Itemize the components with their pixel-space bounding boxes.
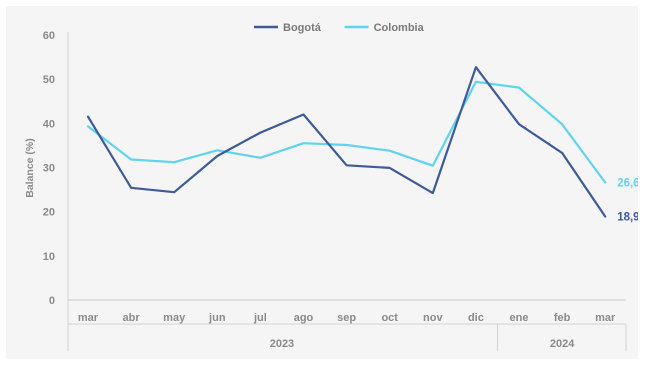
x-tick-label: mar <box>595 312 616 324</box>
legend-label: Colombia <box>374 22 425 34</box>
series-line <box>86 66 607 218</box>
year-groups: 2023 2024 <box>270 338 576 350</box>
x-tick-label: ene <box>510 312 529 324</box>
legend-label: Bogotá <box>283 22 322 34</box>
x-tick-label: may <box>163 312 186 324</box>
end-value-label: 26,6 <box>617 178 638 190</box>
x-tick-label: nov <box>423 312 443 324</box>
year-group-label: 2024 <box>550 338 575 350</box>
x-tick-label: sep <box>337 312 356 324</box>
y-tick-label: 20 <box>43 207 55 219</box>
x-tick-label: jul <box>253 312 267 324</box>
chart-frame: 0 10 20 30 40 50 60 mar abr may jun jul ago sep oct no… <box>6 6 638 359</box>
y-axis-ticks: 0 10 20 30 40 50 60 <box>43 30 55 307</box>
y-tick-label: 50 <box>43 74 55 86</box>
axes <box>67 32 627 351</box>
line-chart: 0 10 20 30 40 50 60 mar abr may jun jul ago sep oct no… <box>24 22 638 351</box>
x-tick-label: abr <box>123 312 141 324</box>
y-tick-label: 0 <box>49 295 55 307</box>
x-tick-label: mar <box>78 312 99 324</box>
series-line <box>86 80 607 184</box>
x-tick-label: dic <box>468 312 484 324</box>
x-tick-label: feb <box>554 312 571 324</box>
y-axis-label: Balance (%) <box>24 138 36 198</box>
legend: Bogotá Colombia <box>254 22 425 34</box>
x-tick-label: oct <box>381 312 398 324</box>
end-labels: 26,6 18,9 <box>617 178 638 224</box>
y-tick-label: 10 <box>43 251 55 263</box>
y-tick-label: 40 <box>43 118 55 130</box>
year-group-label: 2023 <box>270 338 294 350</box>
end-value-label: 18,9 <box>617 212 638 224</box>
series-lines <box>86 66 607 218</box>
x-tick-label: ago <box>294 312 314 324</box>
y-tick-label: 30 <box>43 163 55 175</box>
y-tick-label: 60 <box>43 30 55 42</box>
x-axis-ticks: mar abr may jun jul ago sep oct nov dic ene feb mar <box>78 312 616 324</box>
x-tick-label: jun <box>208 312 226 324</box>
